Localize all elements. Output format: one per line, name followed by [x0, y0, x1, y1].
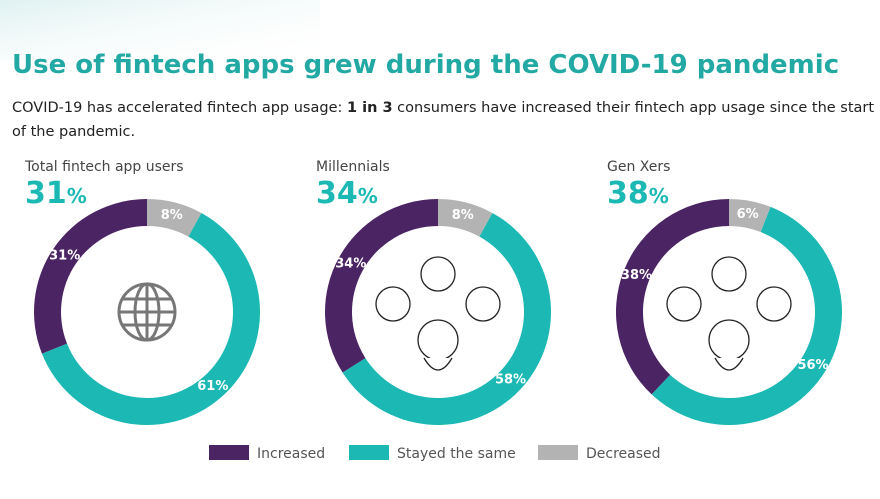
legend: Increased Stayed the same Decreased: [209, 445, 661, 462]
icon-bubble: [420, 256, 456, 292]
donut-segment: [651, 206, 843, 426]
icon-bubble: [756, 286, 792, 322]
subtitle: COVID-19 has accelerated fintech app usa…: [12, 100, 874, 116]
icon-bubble: [375, 286, 411, 322]
icon-bubble: [666, 286, 702, 322]
subtitle-bold: 1 in 3: [347, 100, 393, 116]
chart-title: Millennials: [316, 159, 390, 175]
donut-segment: [33, 199, 147, 354]
icon-face: [708, 319, 750, 361]
segment-label: 8%: [161, 208, 183, 223]
icon-face: [423, 357, 453, 371]
highlight-value: 31%: [25, 176, 87, 211]
donut-segment: [438, 199, 493, 237]
legend-swatch: [538, 445, 578, 460]
donut-segment: [325, 199, 438, 373]
legend-label: Decreased: [586, 446, 661, 462]
donut-segment: [729, 199, 771, 233]
legend-label: Increased: [257, 446, 325, 462]
charts: Total fintech app users31%8%61%31%Millen…: [24, 159, 843, 426]
segment-label: 58%: [495, 373, 526, 388]
segment-label: 31%: [49, 249, 80, 264]
page-title: Use of fintech apps grew during the COVI…: [12, 50, 839, 80]
highlight-value: 34%: [316, 176, 378, 211]
legend-swatch: [349, 445, 389, 460]
segment-label: 61%: [197, 379, 228, 394]
segment-label: 8%: [452, 208, 474, 223]
segment-label: 34%: [335, 257, 366, 272]
donut-segment: [616, 199, 729, 395]
subtitle-text: COVID-19 has accelerated fintech app usa…: [12, 100, 347, 116]
segment-label: 56%: [797, 358, 828, 373]
subtitle-line2: of the pandemic.: [12, 124, 135, 140]
chart-title: Total fintech app users: [24, 159, 184, 175]
segment-label: 38%: [621, 268, 652, 283]
highlight-value: 38%: [607, 176, 669, 211]
segment-label: 6%: [737, 207, 759, 222]
icon-bubble: [711, 256, 747, 292]
icon-face: [417, 319, 459, 361]
icon-bubble: [465, 286, 501, 322]
subtitle-text: consumers have increased their fintech a…: [393, 100, 875, 116]
icon-face: [714, 357, 744, 371]
chart-title: Gen Xers: [607, 159, 670, 175]
legend-swatch: [209, 445, 249, 460]
legend-label: Stayed the same: [397, 446, 516, 462]
donut-segment: [147, 199, 202, 237]
header-decoration: [0, 0, 320, 60]
